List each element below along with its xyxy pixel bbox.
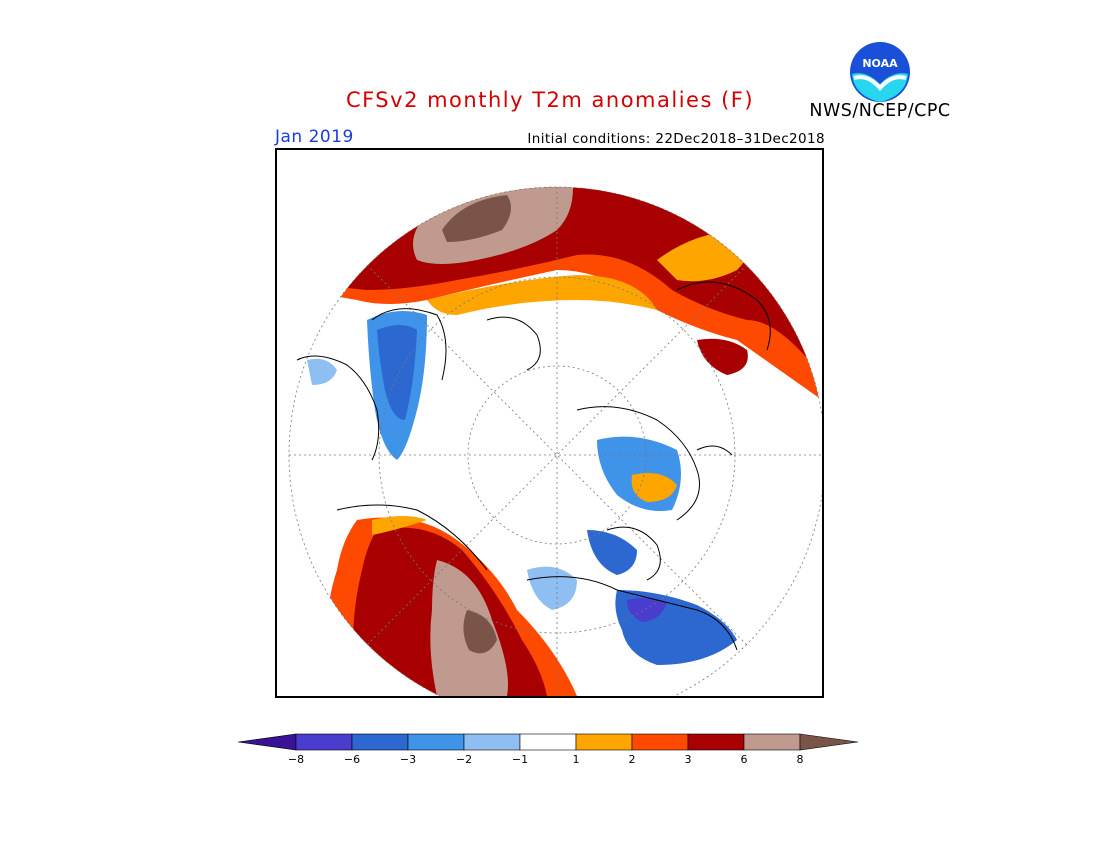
colorbar-bin [631,733,689,751]
colorbar-bin [743,733,801,751]
colorbar-tick-label: −8 [287,753,305,766]
colorbar-tick-label: −3 [399,753,417,766]
colorbar-tick-label: 1 [572,753,580,766]
colorbar-tick-label: 3 [684,753,692,766]
extreme-warm-siberia [442,195,511,242]
colorbar-tick-label: −1 [511,753,529,766]
warm-alaska-patch [697,338,748,375]
colorbar-tick-label: −6 [343,753,361,766]
initial-conditions: Initial conditions: 22Dec2018–31Dec2018 [527,131,825,147]
light-cool-scandinavia [307,358,337,385]
coastlines [296,281,771,651]
extreme-warm-europe [463,610,497,654]
colorbar-bin [295,733,353,751]
graticule [288,186,822,696]
svg-text:NOAA: NOAA [862,57,898,70]
mild-warm-band [427,275,657,315]
polar-anomaly-map [288,186,822,696]
mild-warm-canada [631,472,677,502]
colorbar-bin [237,733,297,751]
polar-map-panel [275,148,824,698]
cool-region-arctic-islands [587,530,637,575]
strong-cool-hudson [627,597,667,622]
mild-warm-europe-edge [372,516,427,535]
colorbar [237,732,862,752]
colorbar-tick-label: 2 [628,753,636,766]
colorbar-tick-label: −2 [455,753,473,766]
colorbar-bin [575,733,633,751]
colorbar-bin [351,733,409,751]
cool-region-scandinavia-inner [377,325,417,420]
colorbar-tick-label: 6 [740,753,748,766]
colorbar-bin [799,733,859,751]
agency-label: NWS/NCEP/CPC [809,101,951,121]
colorbar-bin [519,733,577,751]
colorbar-svg [237,733,859,751]
colorbar-bin [407,733,465,751]
colorbar-bin [463,733,521,751]
colorbar-tick-label: 8 [796,753,804,766]
map-title: CFSv2 monthly T2m anomalies (F) [345,88,755,112]
valid-month: Jan 2019 [275,127,354,147]
colorbar-bin [687,733,745,751]
noaa-logo: NOAA [848,40,912,104]
